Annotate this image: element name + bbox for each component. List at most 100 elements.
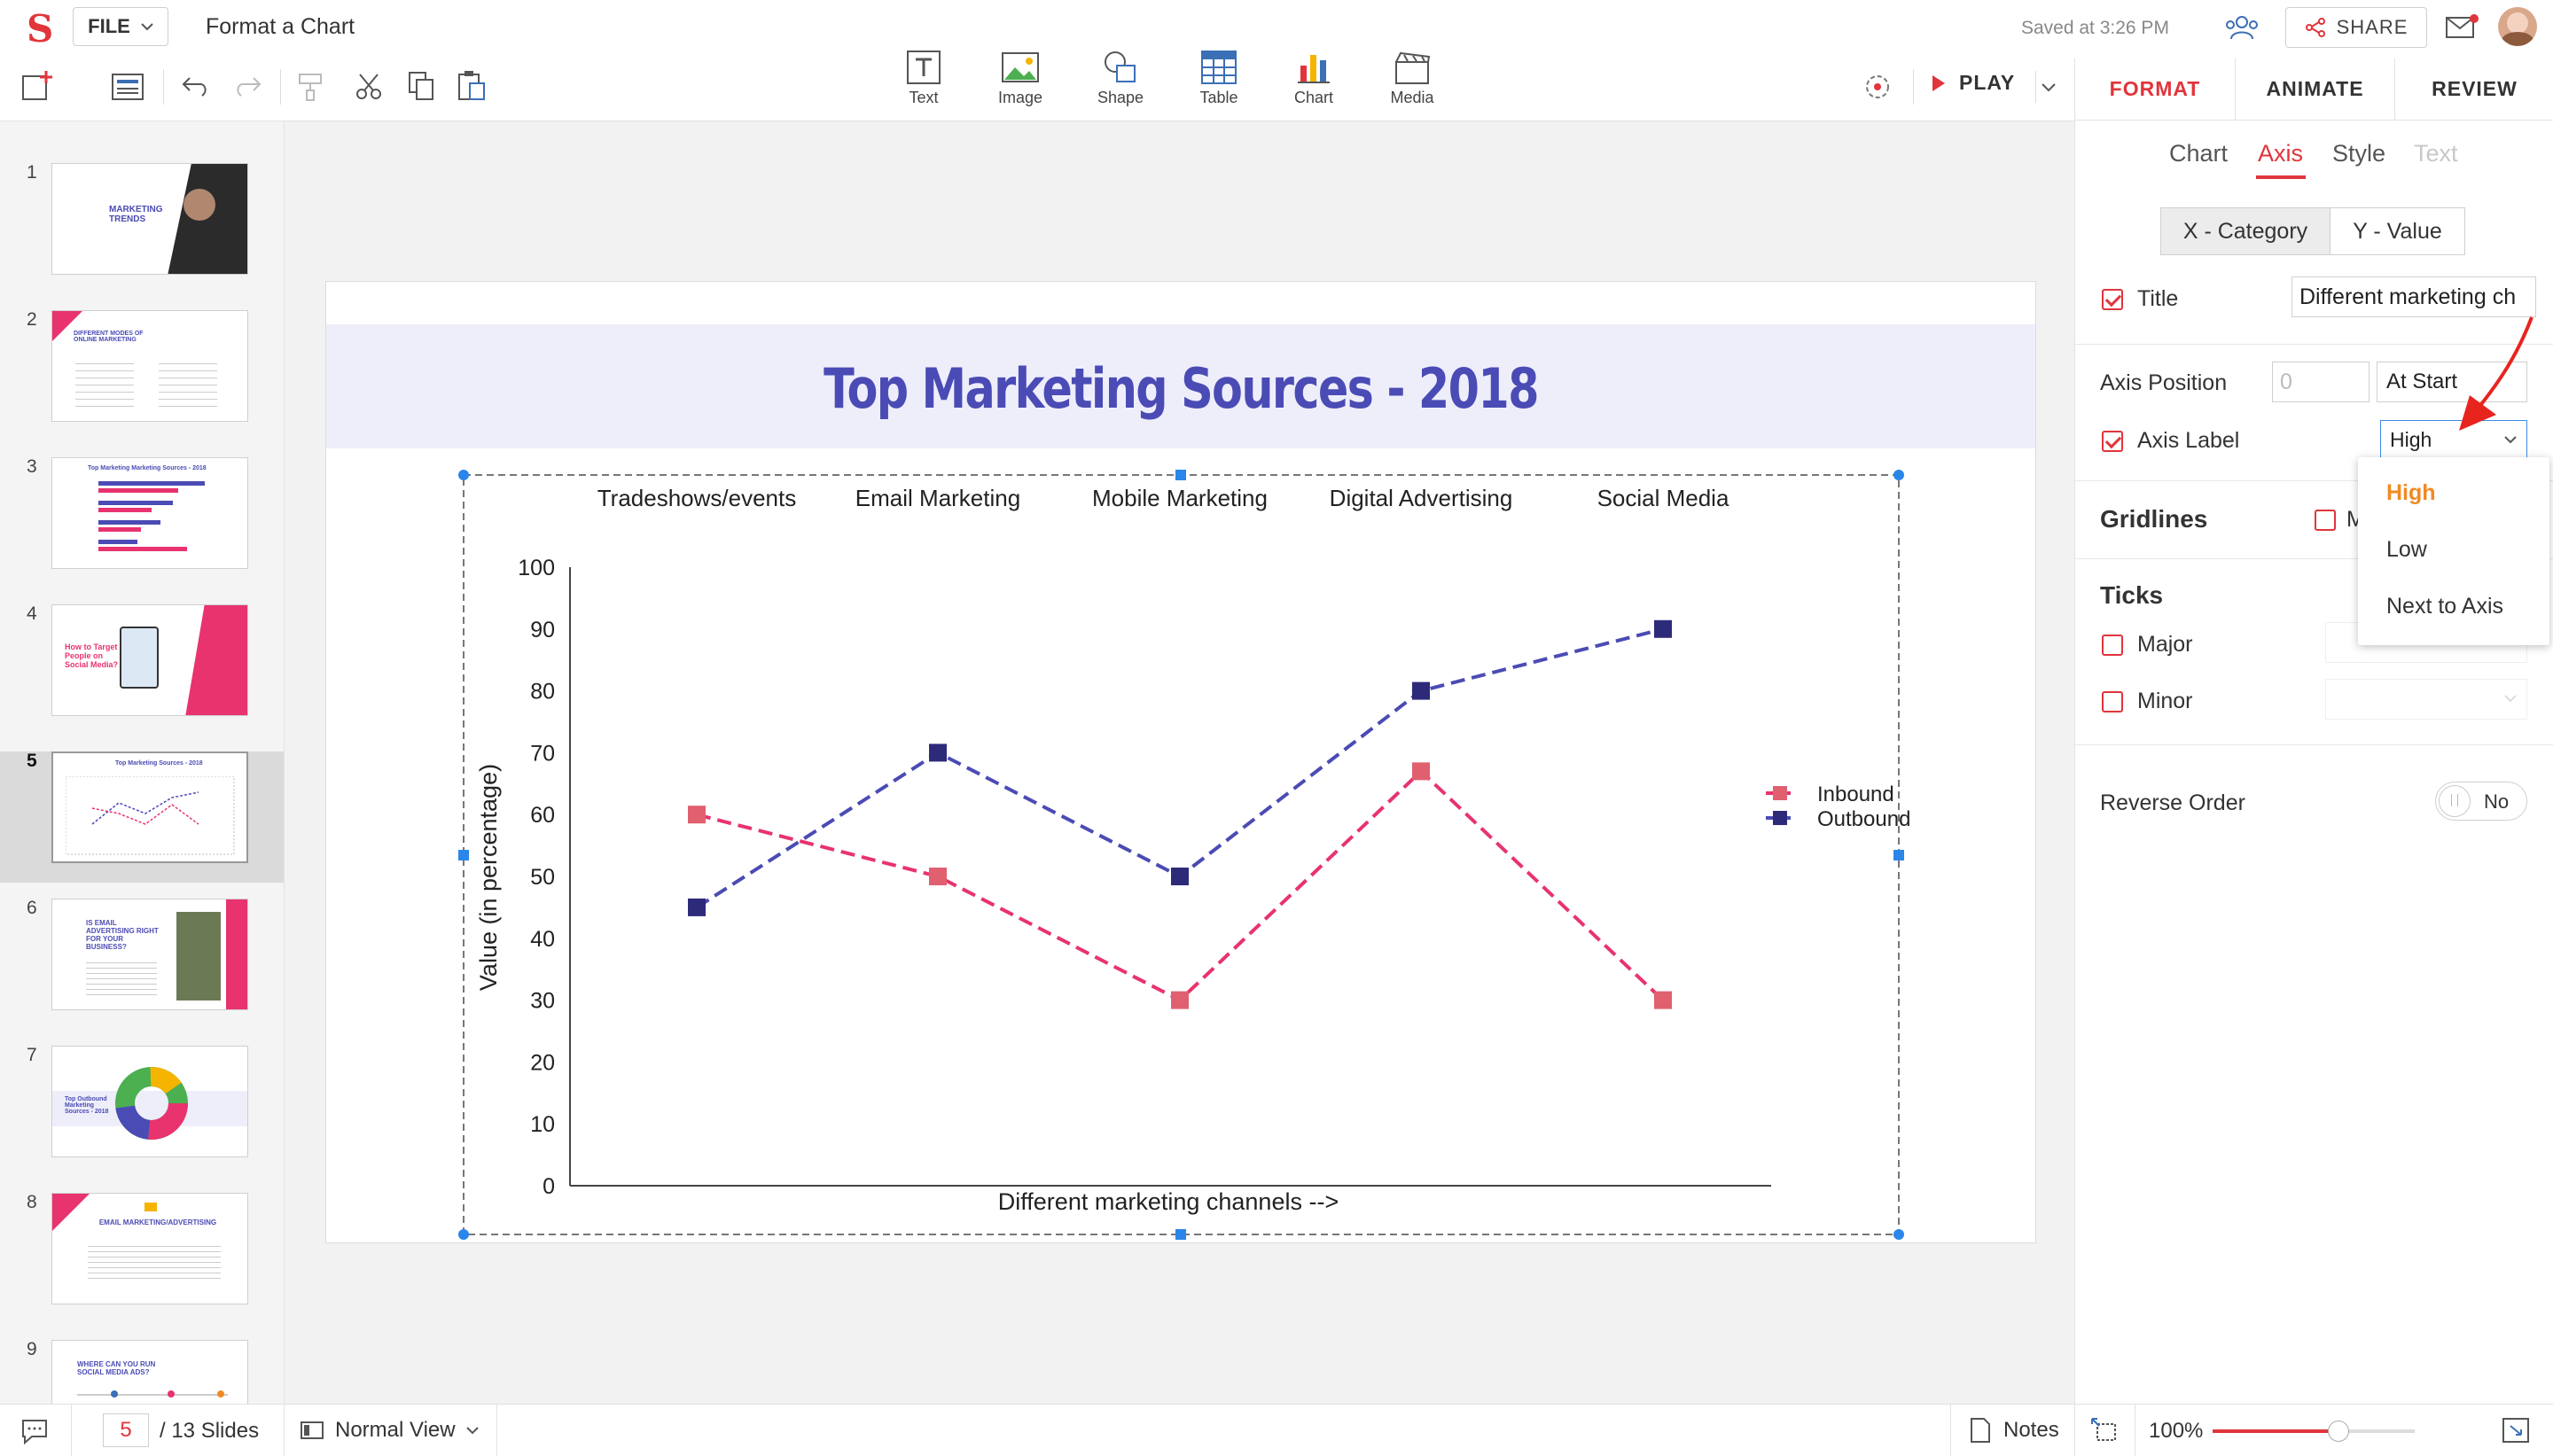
axis-position-input[interactable]: 0 [2272,362,2370,402]
insert-image-button[interactable]: Image [980,50,1060,107]
axis-position-select[interactable]: At Start [2377,362,2527,402]
series-line-outbound[interactable] [695,627,1664,909]
reverse-order-toggle[interactable]: No [2435,782,2527,821]
data-point-inbound[interactable] [929,868,947,885]
slide-title[interactable]: Top Marketing Sources - 2018 [824,356,1539,421]
slide-thumbnail-4[interactable]: How to Target People on Social Media? [51,604,248,716]
fit-to-window-icon[interactable] [2090,1417,2119,1444]
title-checkbox[interactable] [2102,289,2123,310]
view-mode-select[interactable]: Normal View [300,1418,479,1443]
axis-title-input[interactable]: Different marketing ch [2291,276,2536,317]
slide-number-input[interactable]: 5 [103,1413,149,1447]
file-menu-button[interactable]: FILE [73,7,168,46]
tab-format[interactable]: FORMAT [2075,58,2235,121]
user-avatar[interactable] [2498,7,2537,46]
data-point-inbound[interactable] [1171,991,1189,1009]
share-button[interactable]: SHARE [2285,7,2427,48]
status-divider [496,1405,497,1456]
settings-icon[interactable] [1862,71,1893,103]
x-axis-title[interactable]: Different marketing channels --> [998,1188,1339,1215]
data-point-outbound[interactable] [1412,681,1430,700]
insert-table-button[interactable]: Table [1179,50,1259,107]
resize-handle[interactable] [1175,1229,1186,1240]
data-point-inbound[interactable] [1412,762,1430,781]
slide-thumbnail-3[interactable]: Top Marketing Marketing Sources - 2018 [51,457,248,569]
insert-image-label: Image [997,89,1043,106]
comments-icon[interactable] [20,1417,50,1445]
resize-handle[interactable] [458,1229,469,1240]
resize-handle[interactable] [458,850,469,860]
slide-editor[interactable]: Top Marketing Sources - 2018 [325,281,2036,1243]
data-point-outbound[interactable] [688,898,706,916]
data-point-inbound[interactable] [1654,991,1672,1009]
mail-icon[interactable] [2445,12,2480,43]
collaborators-icon[interactable] [2221,12,2262,43]
tab-review[interactable]: REVIEW [2394,58,2553,121]
document-title[interactable]: Format a Chart [206,14,355,39]
layout-icon[interactable] [110,71,145,103]
redo-icon[interactable] [232,73,262,99]
dropdown-option-low[interactable]: Low [2386,537,2427,562]
insert-chart-button[interactable]: Chart [1274,50,1354,107]
subtab-style[interactable]: Style [2332,140,2386,167]
annotation-arrow-icon [2459,316,2533,431]
undo-icon[interactable] [181,73,211,99]
resize-handle[interactable] [1893,1229,1904,1240]
minor-ticks-checkbox[interactable] [2102,691,2123,712]
zoom-slider-thumb[interactable] [2328,1421,2349,1442]
image-icon [1002,52,1039,82]
status-divider [71,1405,72,1456]
slide-thumbnails-panel[interactable]: 1 MARKETING TRENDS 2 DIFFERENT MODES OF … [0,121,285,1404]
segment-x-category[interactable]: X - Category [2160,207,2330,255]
resize-handle[interactable] [1175,470,1186,480]
insert-text-button[interactable]: Text [884,50,964,107]
major-ticks-checkbox[interactable] [2102,635,2123,656]
slide-thumb-chart [66,776,235,855]
slide-thumbnail-8[interactable]: EMAIL MARKETING/ADVERTISING [51,1193,248,1304]
resize-handle[interactable] [458,470,469,480]
tab-animate[interactable]: ANIMATE [2235,58,2394,121]
notes-button[interactable]: Notes [1970,1417,2059,1444]
slide-thumb-title: Top Outbound Marketing Sources - 2018 [65,1096,109,1115]
slide-thumbnail-1[interactable]: MARKETING TRENDS [51,163,248,275]
chevron-down-icon [2504,695,2517,703]
zoom-slider-track[interactable] [2213,1429,2415,1433]
slide-thumbnail-2[interactable]: DIFFERENT MODES OF ONLINE MARKETING [51,310,248,422]
fullscreen-icon[interactable] [2502,1417,2530,1444]
data-point-outbound[interactable] [1654,619,1672,638]
slide-thumbnail-5[interactable]: Top Marketing Sources - 2018 [51,751,248,863]
paste-icon[interactable] [456,69,488,103]
y-axis-title[interactable]: Value (in percentage) [475,764,502,991]
slide-thumb-donut [115,1067,188,1140]
segment-y-value[interactable]: Y - Value [2330,207,2465,255]
axis-label-dropdown[interactable]: High Low Next to Axis [2358,457,2549,645]
status-divider [2074,1405,2075,1456]
dropdown-option-next-to-axis[interactable]: Next to Axis [2386,594,2503,619]
dropdown-option-high[interactable]: High [2386,480,2436,505]
gridlines-checkbox[interactable] [2315,510,2336,531]
data-point-outbound[interactable] [1171,868,1189,885]
slide-thumbnail-7[interactable]: Top Outbound Marketing Sources - 2018 [51,1046,248,1157]
copy-icon[interactable] [406,69,436,103]
axis-label-checkbox[interactable] [2102,431,2123,452]
slide-thumbnail-9[interactable]: WHERE CAN YOU RUN SOCIAL MEDIA ADS? [51,1340,248,1404]
format-painter-icon[interactable] [296,71,326,103]
insert-shape-button[interactable]: Shape [1081,50,1160,107]
axis-label-select[interactable]: High [2380,420,2527,461]
resize-handle[interactable] [1893,470,1904,480]
cut-icon[interactable] [355,71,385,103]
resize-handle[interactable] [1893,850,1904,860]
insert-media-button[interactable]: Media [1372,50,1452,107]
data-point-inbound[interactable] [688,806,706,824]
subtab-chart[interactable]: Chart [2169,140,2229,167]
play-button[interactable]: PLAY [1931,71,2015,95]
slide-number: 8 [27,1192,37,1212]
series-line-inbound[interactable] [696,768,1665,1003]
data-point-outbound[interactable] [929,744,947,762]
subtab-axis[interactable]: Axis [2258,140,2304,167]
new-slide-icon[interactable] [20,69,57,106]
slide-thumbnail-6[interactable]: IS EMAIL ADVERTISING RIGHT FOR YOUR BUSI… [51,899,248,1010]
app-logo-icon[interactable]: S [27,7,54,51]
play-options-chevron-icon[interactable] [2041,82,2057,94]
